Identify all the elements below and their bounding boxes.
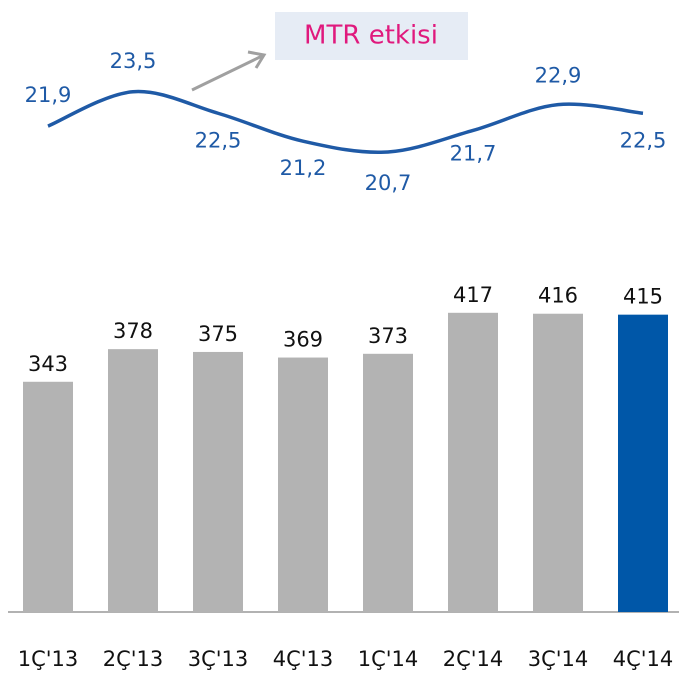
annotation-arrow (191, 54, 263, 92)
annotation-arrow-head (247, 50, 267, 69)
x-tick-label: 4Ç'14 (613, 647, 674, 671)
bar-label: 378 (113, 319, 153, 343)
bar-label: 373 (368, 324, 408, 348)
bar (23, 381, 73, 612)
bar (618, 314, 668, 612)
line (47, 89, 644, 155)
x-tick-label: 2Ç'14 (443, 647, 504, 671)
line-label: 22,5 (195, 128, 242, 152)
x-tick-label: 3Ç'14 (528, 647, 589, 671)
bar-label: 343 (28, 352, 68, 376)
x-tick-label: 3Ç'13 (188, 647, 249, 671)
annotation: MTR etkisi (304, 21, 438, 51)
bar (448, 312, 498, 612)
bar (193, 351, 243, 612)
bar (278, 357, 328, 612)
line-label: 23,5 (110, 49, 157, 73)
bar-label: 375 (198, 322, 238, 346)
bar-label: 369 (283, 328, 323, 352)
bar-label: 415 (623, 285, 663, 309)
bar-label: 416 (538, 284, 578, 308)
line-label: 22,9 (535, 64, 582, 88)
x-tick-label: 2Ç'13 (103, 647, 164, 671)
annotation-box (275, 12, 468, 60)
x-tick-label: 4Ç'13 (273, 647, 334, 671)
x-tick-label: 1Ç'14 (358, 647, 419, 671)
line-label: 22,5 (620, 128, 667, 152)
bar (533, 313, 583, 612)
line-label: 20,7 (365, 171, 412, 195)
line-label: 21,9 (25, 83, 72, 107)
bar (108, 349, 158, 612)
x-tick-label: 1Ç'13 (18, 647, 79, 671)
line-label: 21,7 (450, 141, 497, 165)
bar-label: 417 (453, 283, 493, 307)
bar (363, 353, 413, 612)
line-label: 21,2 (280, 156, 327, 180)
